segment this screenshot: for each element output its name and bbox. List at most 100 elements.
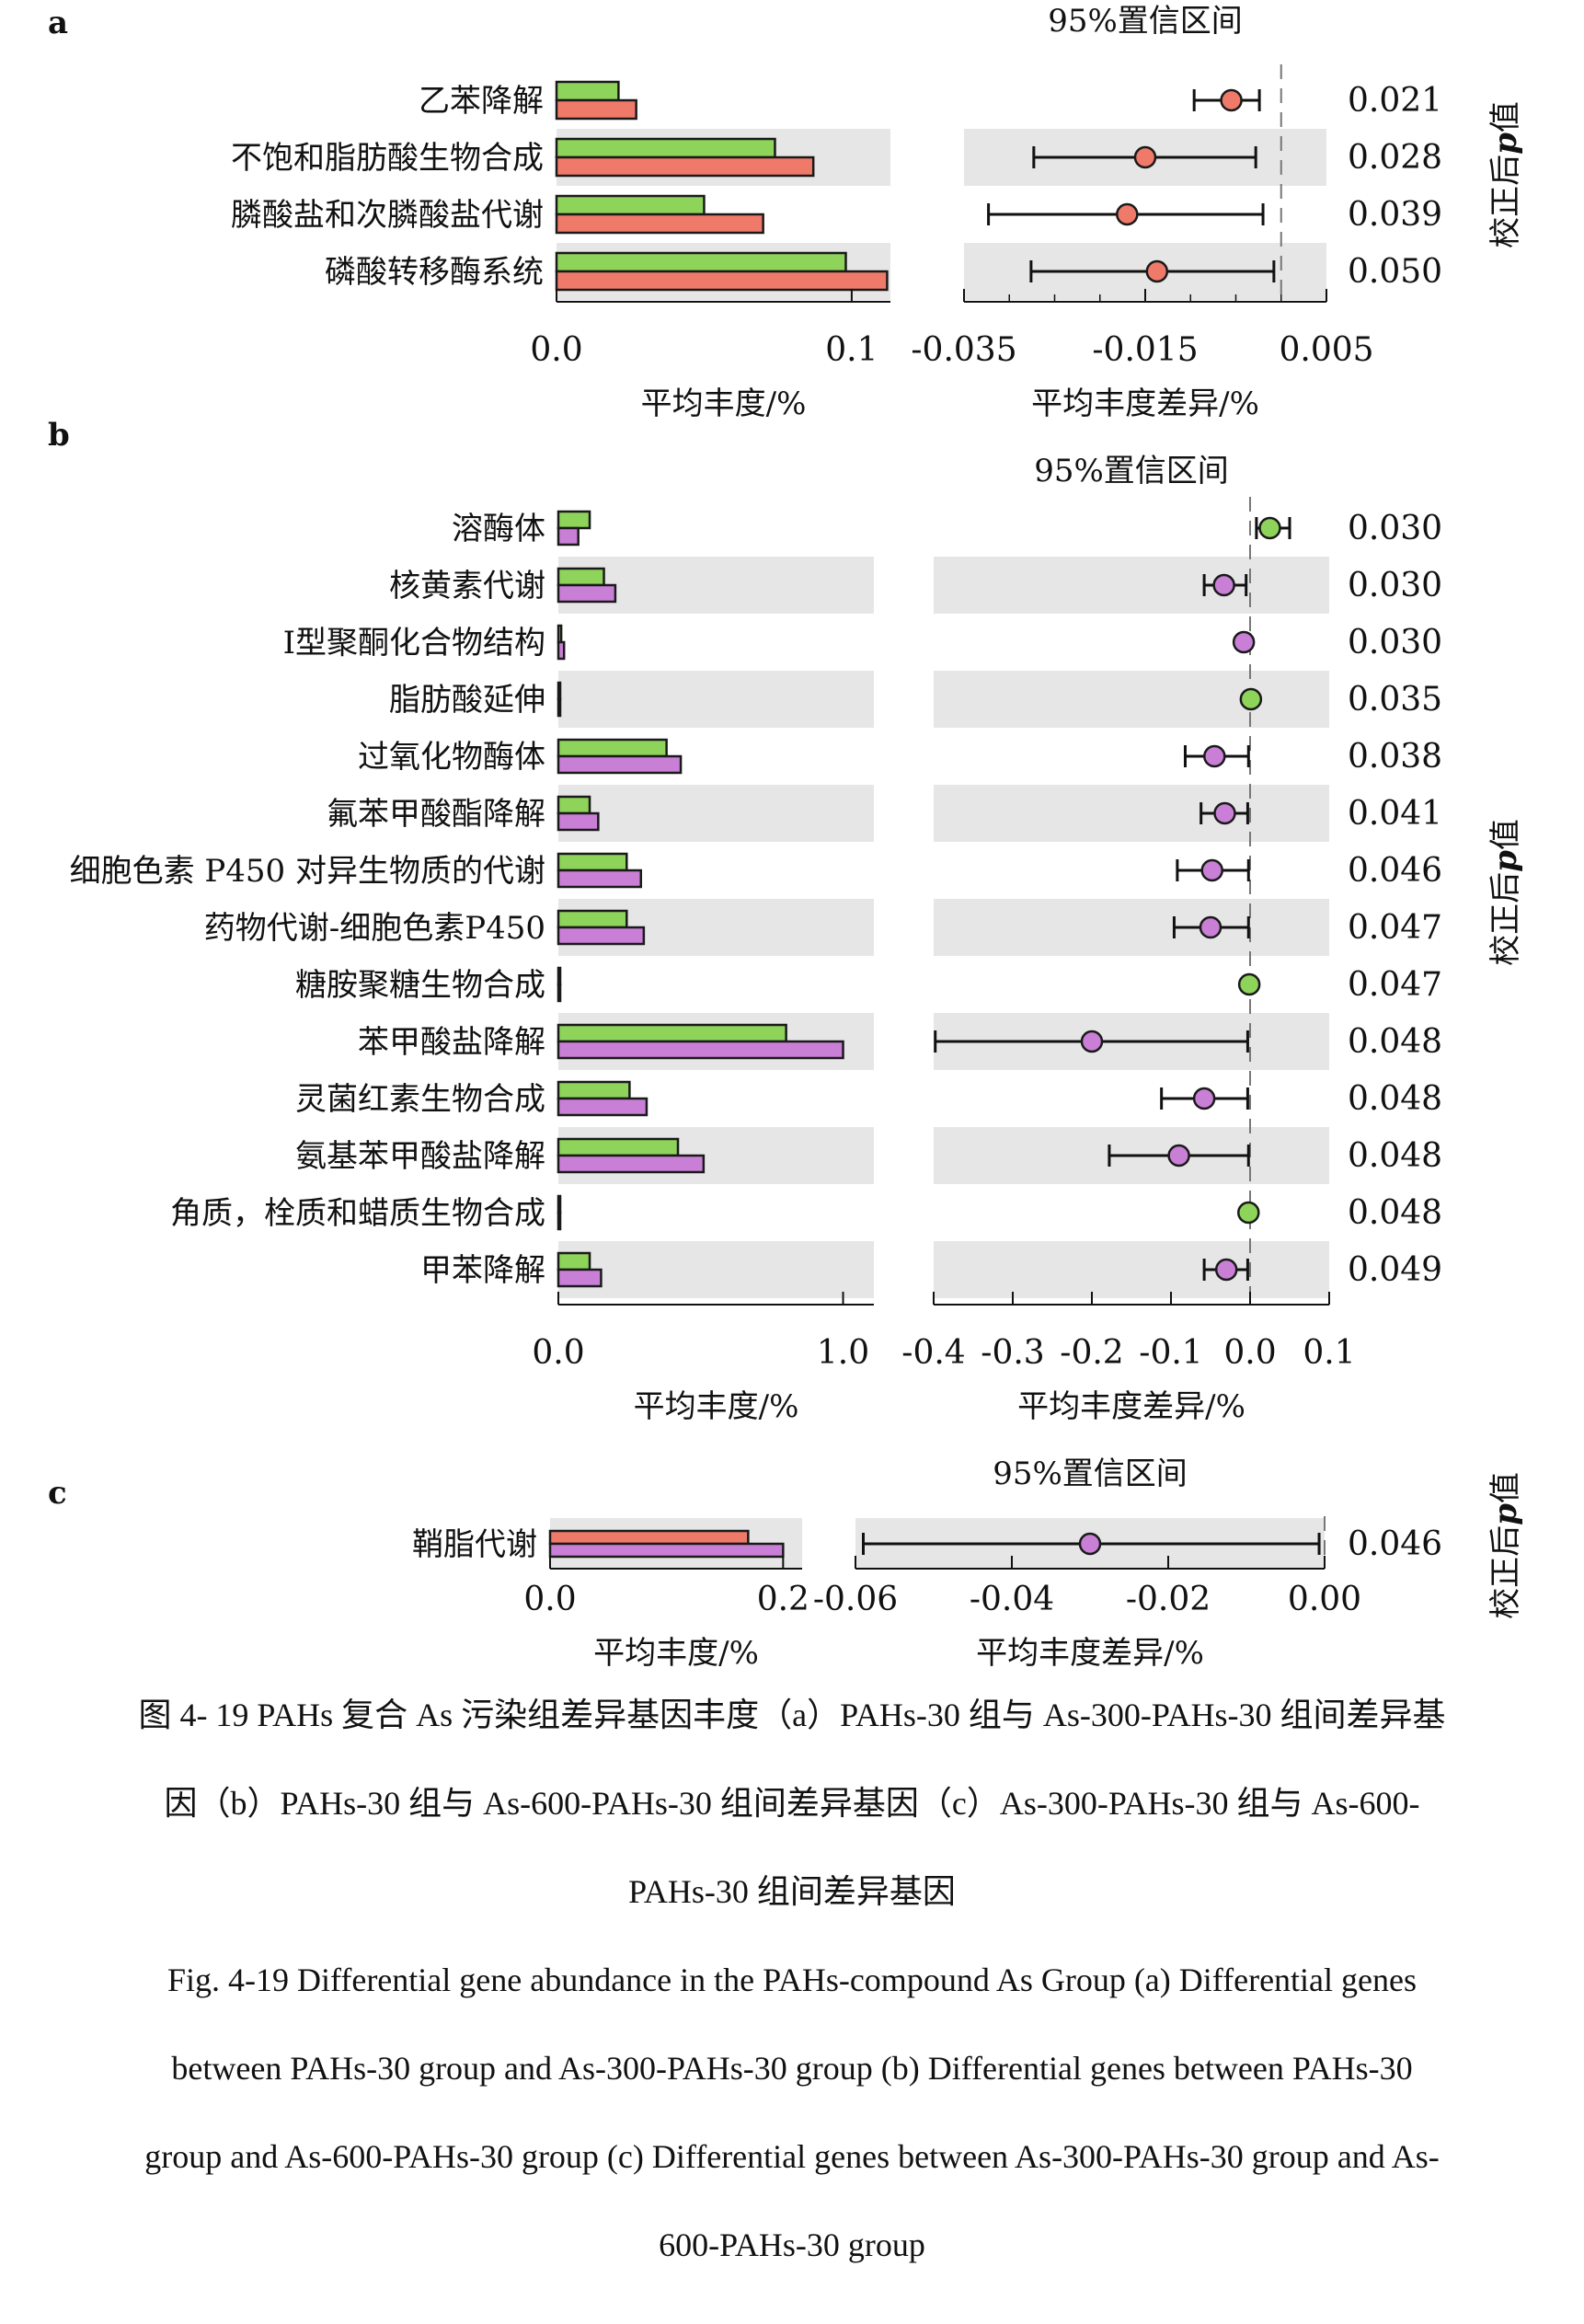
panel-b-ci-point <box>1199 915 1222 939</box>
panel-b-bar <box>557 966 562 986</box>
panel-b-bar <box>557 1023 787 1043</box>
panel-b-bar <box>557 1097 649 1117</box>
panel-b-category-label: 溶酶体 <box>452 511 545 547</box>
panel-a-bar-xlabel: 平均丰度/% <box>641 385 807 422</box>
panel-b-bar <box>557 1154 706 1174</box>
panel-a-bar <box>555 137 776 159</box>
panel-b-bar <box>557 1137 680 1157</box>
panel-a-ci-point <box>1116 202 1139 226</box>
panel-b-ci-point <box>1200 858 1223 882</box>
panel-b-category-label: 药物代谢-细胞色素P450 <box>204 910 545 947</box>
panel-b-bar-tick-label: 0.0 <box>532 1334 584 1372</box>
panel-b-bar <box>557 926 646 946</box>
caption-en-line-3: group and As-600-PAHs-30 group (c) Diffe… <box>144 2138 1440 2175</box>
panel-b-side-label-text: 校正后p值 <box>1487 819 1524 966</box>
panel-b-ci-point <box>1237 972 1261 996</box>
panel-a-letter: a <box>48 5 68 41</box>
panel-b-ci-point <box>1258 516 1281 540</box>
panel-c-bar <box>548 1542 785 1559</box>
panel-a-ci-point <box>1220 88 1243 112</box>
panel-b-category-label: 甲苯降解 <box>420 1252 545 1289</box>
panel-b-pvalue: 0.030 <box>1348 510 1442 547</box>
panel-b-pvalue: 0.047 <box>1348 966 1442 1004</box>
panel-c-ci-tick-label: 0.00 <box>1288 1581 1361 1618</box>
panel-a-pvalue: 0.039 <box>1348 196 1442 234</box>
panel-a-bar <box>555 213 764 235</box>
panel-b-bar <box>557 738 668 758</box>
panel-a-side-label-text: 校正后p值 <box>1487 101 1524 248</box>
panel-b-pvalue: 0.041 <box>1348 795 1442 833</box>
panel-b-bar-shade-row <box>558 671 874 728</box>
panel-b-ci-point <box>1192 1087 1216 1110</box>
panel-b-ci-point <box>1232 630 1256 654</box>
panel-b-bar-shade-row <box>558 1241 874 1298</box>
panel-b-bar <box>557 795 591 815</box>
panel-b-letter: b <box>48 417 70 454</box>
panel-b-bar <box>557 583 617 604</box>
panel-b-ci-title: 95%置信区间 <box>1034 453 1229 489</box>
panel-b-ci-xlabel: 平均丰度差异/% <box>1017 1388 1245 1425</box>
panel-b-ci-tick-label: -0.2 <box>1060 1334 1123 1372</box>
panel-b-bar <box>557 811 600 832</box>
panel-b-ci-shade-row <box>934 557 1329 614</box>
panel-b-category-label: I型聚酮化合物结构 <box>283 625 545 662</box>
panel-b-ci-shade-row <box>934 899 1329 956</box>
panel-b-category-label: 脂肪酸延伸 <box>389 682 545 719</box>
panel-b-bar <box>557 510 591 530</box>
panel-a-ci-point <box>1133 145 1157 169</box>
panel-a-bar <box>555 98 637 121</box>
panel-b-bar <box>557 869 643 889</box>
panel-b-ci-point <box>1237 1201 1260 1225</box>
panel-c-ci-point <box>1078 1532 1102 1556</box>
panel-b-bar <box>557 1211 562 1231</box>
panel-c-pvalue: 0.046 <box>1348 1525 1442 1563</box>
panel-b-bar <box>557 624 563 644</box>
panel-b-pvalue: 0.035 <box>1348 681 1442 719</box>
caption-en-line-2: between PAHs-30 group and As-300-PAHs-30… <box>171 2050 1413 2087</box>
panel-b-bar <box>557 640 566 661</box>
panel-b-category-label: 角质，栓质和蜡质生物合成 <box>170 1195 545 1232</box>
panel-b-bar <box>557 697 562 718</box>
panel-b-ci-shade-row <box>934 785 1329 842</box>
panel-a-category-label: 磷酸转移酶系统 <box>325 254 544 291</box>
panel-b-category-label: 苯甲酸盐降解 <box>358 1024 545 1061</box>
panel-b-bar <box>557 1268 603 1288</box>
panel-b-pvalue: 0.047 <box>1348 909 1442 947</box>
panel-b-bar <box>557 1251 591 1271</box>
panel-a-pvalue: 0.021 <box>1348 82 1442 120</box>
panel-b-bar <box>557 852 628 872</box>
panel-c-bar-tick-label: 0.0 <box>523 1581 576 1618</box>
panel-a-ci-xlabel: 平均丰度差异/% <box>1031 385 1259 422</box>
panel-b-ci-shade-row <box>934 1241 1329 1298</box>
panel-b-ci-shade-row <box>934 671 1329 728</box>
panel-b-category-label: 过氧化物酶体 <box>358 739 545 776</box>
panel-b-bar <box>557 1040 844 1060</box>
panel-b-ci-point <box>1239 687 1263 711</box>
panel-b-pvalue: 0.048 <box>1348 1194 1442 1232</box>
panel-c-ci-xlabel: 平均丰度差异/% <box>976 1635 1204 1672</box>
panel-a-bar-tick-label: 0.0 <box>530 331 582 369</box>
panel-c-ci-title: 95%置信区间 <box>993 1455 1188 1492</box>
panel-b-pvalue: 0.048 <box>1348 1080 1442 1118</box>
panel-b-ci-tick-label: -0.3 <box>981 1334 1044 1372</box>
panel-b-pvalue: 0.030 <box>1348 624 1442 662</box>
caption-en-line-4: 600-PAHs-30 group <box>659 2226 925 2263</box>
panel-b-ci-point <box>1080 1030 1104 1053</box>
panel-a-bar <box>555 270 889 292</box>
caption-cn-line-2: 因（b）PAHs-30 组与 As-600-PAHs-30 组间差异基因（c）A… <box>164 1785 1420 1822</box>
panel-b-bar <box>557 1194 562 1214</box>
panel-b-pvalue: 0.038 <box>1348 738 1442 776</box>
panel-c-ci-tick-label: -0.06 <box>813 1581 898 1618</box>
panel-b-bar <box>557 1080 631 1100</box>
panel-c-bar-xlabel: 平均丰度/% <box>593 1635 759 1672</box>
panel-b-bar <box>557 754 683 775</box>
panel-c-letter: c <box>48 1475 67 1512</box>
panel-b-bar-xlabel: 平均丰度/% <box>634 1388 799 1425</box>
panel-a-side-label: 校正后p值 <box>1487 101 1524 248</box>
panel-b-bar <box>557 983 562 1003</box>
panel-a-bar-tick-label: 0.1 <box>825 331 878 369</box>
panel-b-category-label: 氟苯甲酸酯降解 <box>327 796 545 833</box>
panel-a-category-label: 膦酸盐和次膦酸盐代谢 <box>231 197 544 234</box>
panel-c-ci-tick-label: -0.04 <box>970 1581 1054 1618</box>
panel-a-ci-title: 95%置信区间 <box>1048 3 1243 40</box>
